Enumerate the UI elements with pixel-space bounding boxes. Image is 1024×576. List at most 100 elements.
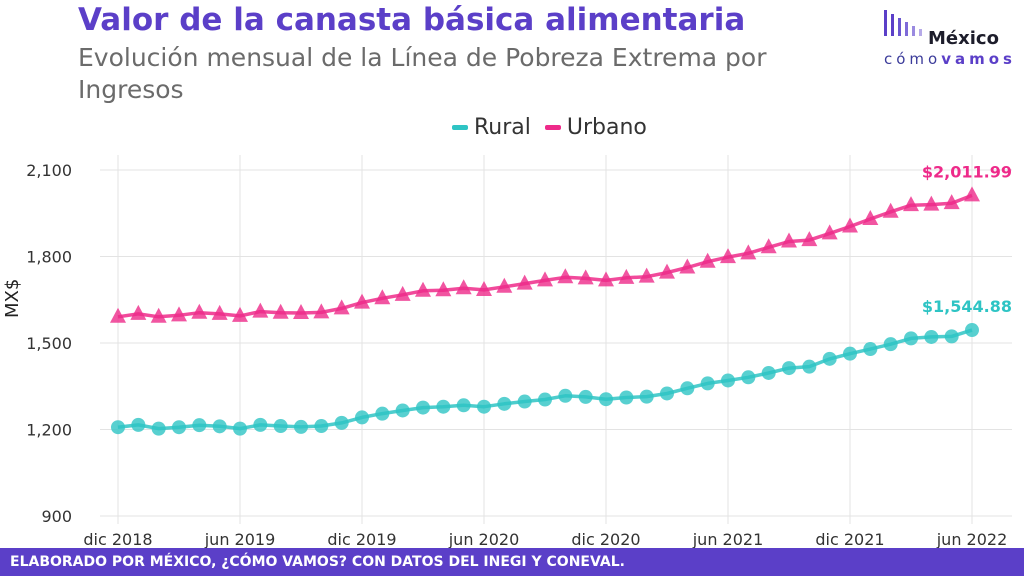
data-point-rural — [863, 342, 878, 357]
data-point-rural — [802, 359, 817, 374]
data-point-rural — [578, 389, 593, 404]
y-tick-label: 1,500 — [26, 334, 72, 353]
data-point-urbano — [476, 280, 492, 296]
x-tick-label: dic 2018 — [83, 530, 152, 548]
x-tick-label: jun 2020 — [448, 530, 520, 548]
data-point-urbano — [232, 306, 248, 322]
series-line-rural — [117, 328, 973, 431]
data-point-urbano — [333, 299, 350, 315]
y-tick-label: 1,800 — [26, 248, 72, 267]
data-point-urbano — [557, 268, 574, 284]
x-tick-label: jun 2021 — [692, 530, 764, 548]
data-point-rural — [436, 399, 451, 414]
data-point-urbano — [171, 306, 187, 322]
data-point-urbano — [150, 307, 167, 323]
data-point-urbano — [211, 304, 228, 320]
data-point-urbano — [964, 186, 980, 202]
data-point-urbano — [110, 307, 126, 323]
data-point-urbano — [191, 303, 208, 319]
data-point-urbano — [699, 252, 716, 268]
data-point-rural — [151, 421, 166, 436]
data-point-urbano — [415, 281, 431, 297]
x-tick-label: dic 2021 — [815, 530, 884, 548]
data-point-urbano — [923, 195, 940, 211]
end-value-label-rural: $1,544.88 — [922, 297, 1012, 316]
line-chart: 900 1,200 1,500 1,800 2,100 dic 2018 jun 2019 d… — [26, 155, 1012, 548]
data-point-rural — [721, 373, 735, 388]
data-point-rural — [233, 421, 247, 436]
data-point-urbano — [760, 238, 777, 254]
data-point-rural — [538, 392, 552, 407]
data-point-rural — [965, 323, 979, 338]
data-point-rural — [599, 392, 613, 407]
data-point-urbano — [374, 289, 391, 305]
data-point-rural — [761, 365, 776, 380]
data-point-rural — [131, 417, 146, 432]
legend-item-urbano: Urbano — [544, 114, 647, 140]
data-point-rural — [111, 420, 125, 435]
data-point-rural — [944, 329, 959, 344]
x-tick-label: dic 2019 — [327, 530, 396, 548]
data-point-rural — [700, 376, 715, 391]
logo-como-vamos-text: cómovamos — [884, 50, 1016, 68]
data-point-urbano — [130, 304, 147, 320]
data-point-rural — [782, 361, 796, 376]
chart-title: Valor de la canasta básica alimentaria — [78, 2, 746, 38]
data-point-urbano — [720, 248, 736, 264]
data-point-rural — [416, 400, 430, 415]
chart-subtitle: Evolución mensual de la Línea de Pobreza… — [78, 43, 767, 104]
data-point-urbano — [455, 279, 472, 295]
legend-item-rural: Rural — [452, 115, 531, 140]
data-point-rural — [660, 386, 674, 401]
data-point-rural — [883, 337, 898, 352]
data-point-urbano — [821, 224, 838, 240]
y-tick-label: 2,100 — [26, 161, 72, 180]
data-point-urbano — [252, 302, 269, 318]
data-point-rural — [314, 419, 329, 434]
data-point-rural — [355, 410, 369, 425]
end-value-label-urbano: $2,011.99 — [922, 162, 1012, 181]
data-point-urbano — [293, 304, 309, 320]
data-point-rural — [924, 329, 939, 344]
data-point-rural — [375, 406, 390, 421]
legend-swatch-urbano — [544, 124, 561, 130]
data-point-urbano — [313, 303, 330, 319]
data-point-urbano — [842, 217, 858, 233]
data-point-rural — [172, 420, 186, 435]
data-point-urbano — [272, 303, 289, 319]
data-point-rural — [639, 389, 654, 404]
data-point-urbano — [882, 202, 899, 218]
data-point-rural — [517, 394, 532, 409]
data-point-urbano — [659, 263, 675, 279]
data-point-rural — [294, 419, 308, 434]
x-tick-label: dic 2020 — [571, 530, 640, 548]
data-point-rural — [497, 396, 512, 411]
legend-label-urbano: Urbano — [566, 114, 647, 140]
data-point-urbano — [496, 277, 513, 293]
y-tick-label: 1,200 — [26, 421, 72, 440]
legend-swatch-rural — [452, 124, 468, 130]
data-point-rural — [192, 418, 207, 433]
x-tick-label: jun 2022 — [936, 530, 1008, 548]
data-point-rural — [904, 331, 918, 346]
footer-credit: ELABORADO POR MÉXICO, ¿CÓMO VAMOS? CON D… — [0, 548, 1024, 576]
data-point-urbano — [801, 231, 818, 247]
x-tick-label: jun 2019 — [204, 530, 276, 548]
data-point-rural — [212, 419, 227, 434]
data-point-rural — [741, 370, 756, 385]
data-point-urbano — [516, 274, 533, 290]
y-tick-label: 900 — [41, 507, 72, 526]
chart-legend: Rural Urbano — [452, 112, 661, 142]
data-point-rural — [273, 419, 288, 434]
data-point-rural — [477, 399, 491, 414]
data-point-rural — [822, 351, 837, 366]
data-point-urbano — [740, 244, 757, 260]
data-point-urbano — [435, 281, 452, 297]
data-point-urbano — [638, 267, 655, 283]
data-point-rural — [680, 381, 695, 396]
data-point-rural — [253, 417, 268, 432]
data-point-urbano — [781, 232, 797, 248]
data-point-urbano — [354, 293, 370, 309]
data-point-urbano — [862, 210, 879, 226]
data-point-urbano — [537, 271, 553, 287]
